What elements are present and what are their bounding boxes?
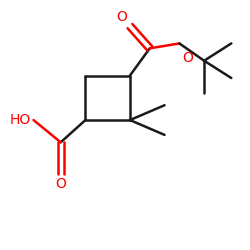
Text: HO: HO <box>10 113 31 127</box>
Text: O: O <box>55 177 66 191</box>
Text: O: O <box>182 51 193 65</box>
Text: O: O <box>116 10 128 24</box>
